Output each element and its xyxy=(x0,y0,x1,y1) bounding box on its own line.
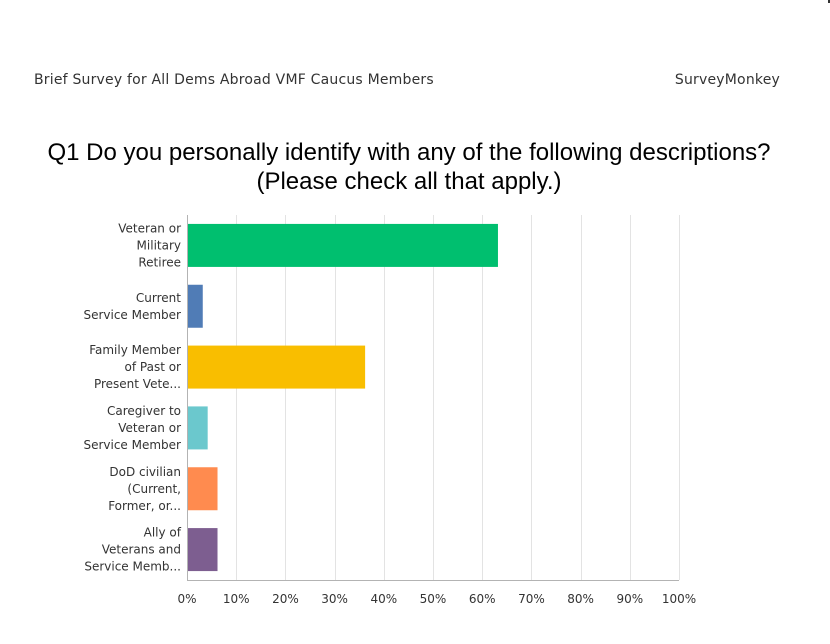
category-label: DoD civilian xyxy=(109,465,181,479)
bar xyxy=(188,528,218,572)
category-label: (Current, xyxy=(127,482,181,496)
category-label: Current xyxy=(136,291,181,305)
question-title-line-2: (Please check all that apply.) xyxy=(256,168,562,195)
survey-title: Brief Survey for All Dems Abroad VMF Cau… xyxy=(34,72,434,88)
category-label: Service Member xyxy=(83,438,181,452)
category-label: Family Member xyxy=(89,343,181,357)
surveymonkey-brand: SurveyMonkey xyxy=(674,72,780,88)
x-tick-label: 10% xyxy=(223,592,250,606)
category-label: Retiree xyxy=(138,255,181,269)
question-title-line-1: Q1 Do you personally identify with any o… xyxy=(47,139,771,166)
x-tick-label: 30% xyxy=(321,592,348,606)
x-tick-label: 90% xyxy=(616,592,643,606)
category-label: Former, or... xyxy=(108,499,181,513)
category-label: Veterans and xyxy=(102,543,181,557)
category-label: Ally of xyxy=(144,526,182,540)
x-tick-label: 40% xyxy=(370,592,397,606)
bar xyxy=(188,406,208,450)
category-label: Veteran or xyxy=(118,221,181,235)
bar xyxy=(188,467,218,511)
bar xyxy=(188,284,203,328)
question-title: Q1 Do you personally identify with any o… xyxy=(0,138,818,196)
category-label: Present Vete... xyxy=(94,377,181,391)
x-tick-label: 80% xyxy=(567,592,594,606)
category-label: Service Member xyxy=(83,308,181,322)
category-label: of Past or xyxy=(125,360,182,374)
corner-mark xyxy=(828,0,830,3)
category-label: Service Memb... xyxy=(84,560,181,574)
bar xyxy=(188,345,366,389)
x-tick-label: 20% xyxy=(272,592,299,606)
x-tick-label: 100% xyxy=(662,592,696,606)
category-label: Military xyxy=(137,238,181,252)
x-tick-label: 50% xyxy=(420,592,447,606)
category-label: Veteran or xyxy=(118,421,181,435)
category-label: Caregiver to xyxy=(107,404,181,418)
x-tick-label: 70% xyxy=(518,592,545,606)
bar xyxy=(188,223,498,267)
x-tick-label: 60% xyxy=(469,592,496,606)
x-tick-label: 0% xyxy=(177,592,196,606)
